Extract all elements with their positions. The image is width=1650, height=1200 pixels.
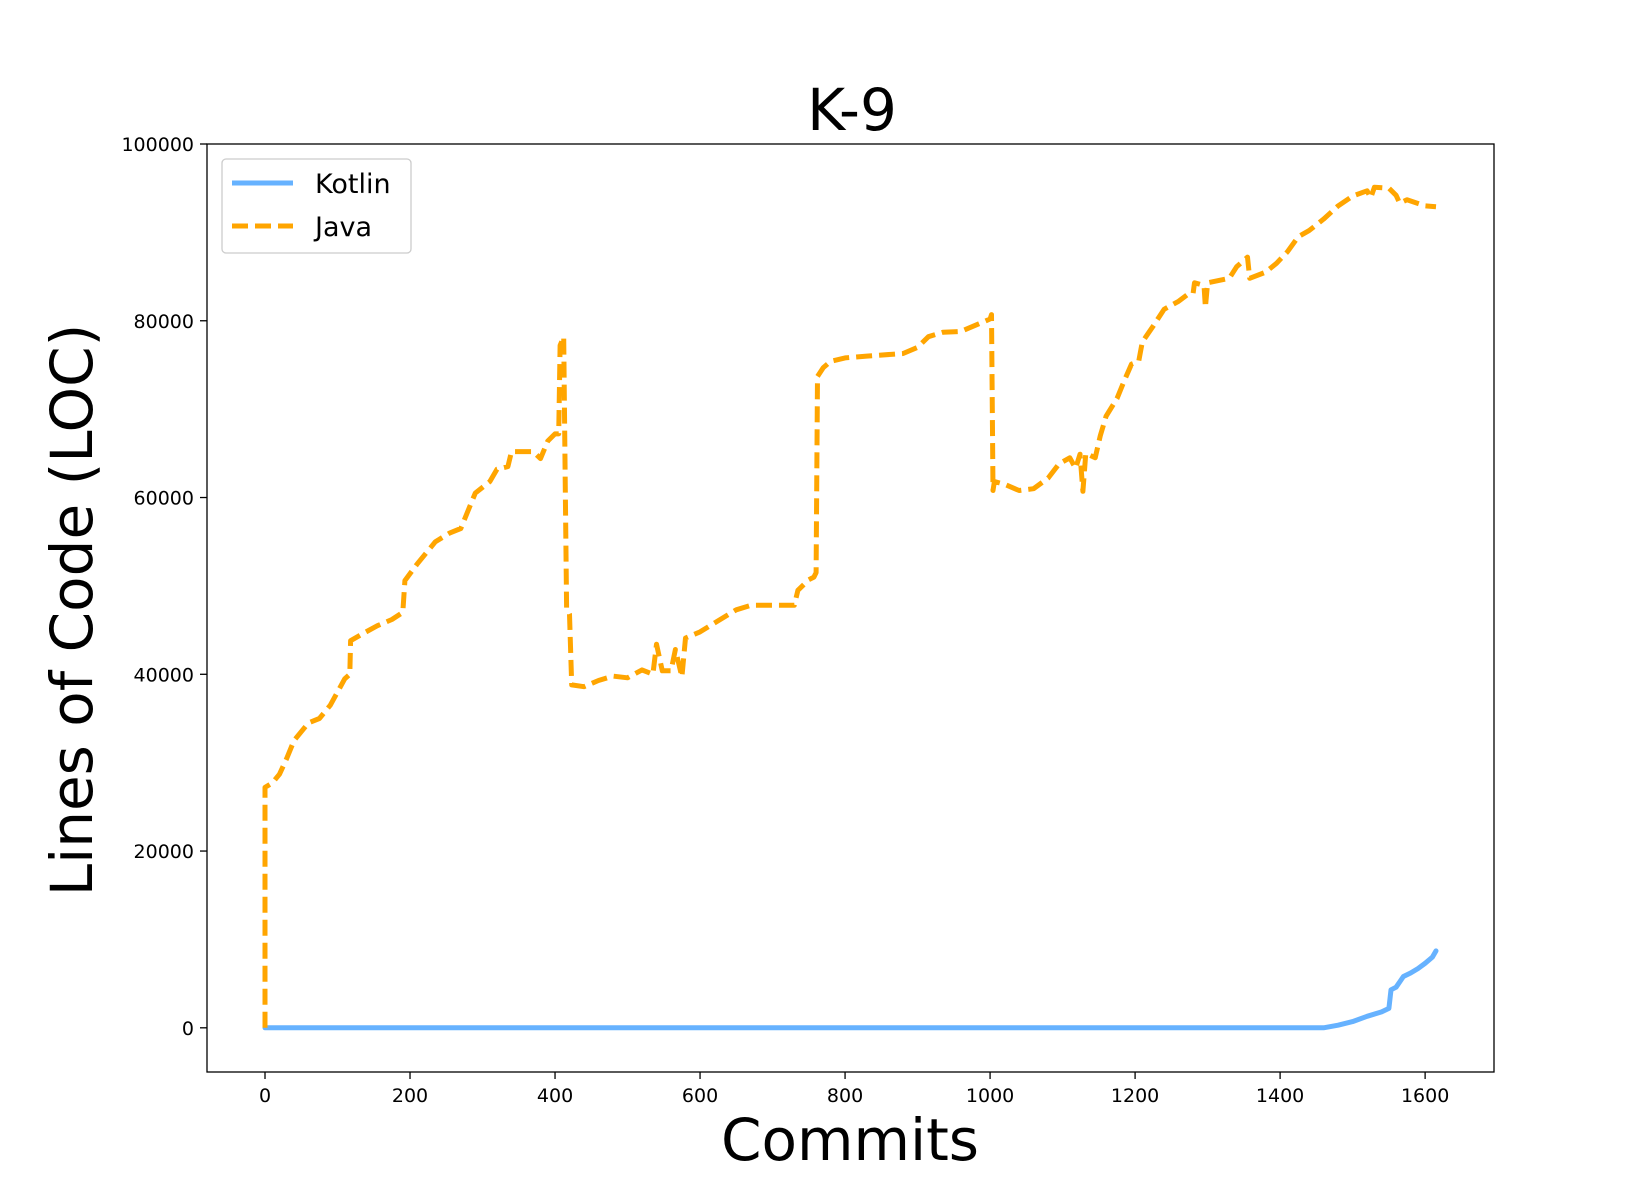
legend: Kotlin Java xyxy=(221,158,412,254)
x-tick-label: 1000 xyxy=(966,1085,1014,1107)
x-tick-label: 0 xyxy=(259,1085,271,1107)
x-tick-label: 1400 xyxy=(1256,1085,1304,1107)
x-tick-label: 800 xyxy=(827,1085,863,1107)
x-axis-label: Commits xyxy=(721,1106,979,1174)
y-tick-label: 20000 xyxy=(134,841,194,863)
chart-title: K-9 xyxy=(807,76,897,144)
x-axis: 0 200 400 600 800 1000 1200 1400 1600 xyxy=(259,1072,1449,1107)
x-tick-label: 400 xyxy=(537,1085,573,1107)
y-tick-label: 100000 xyxy=(121,134,194,156)
x-tick-label: 1200 xyxy=(1111,1085,1159,1107)
plot-frame xyxy=(206,143,1495,1073)
y-tick-label: 60000 xyxy=(134,488,194,510)
x-tick-label: 200 xyxy=(392,1085,428,1107)
series-line-java xyxy=(262,184,1437,1028)
x-tick-label: 1600 xyxy=(1401,1085,1449,1107)
series-layer xyxy=(262,184,1439,1031)
y-tick-label: 80000 xyxy=(134,311,194,333)
legend-kotlin-label: Kotlin xyxy=(315,169,391,200)
y-tick-label: 0 xyxy=(182,1018,194,1040)
series-line-kotlin xyxy=(262,948,1439,1031)
y-axis: 0 20000 40000 60000 80000 100000 xyxy=(121,134,207,1040)
x-tick-label: 600 xyxy=(682,1085,718,1107)
y-axis-label: Lines of Code (LOC) xyxy=(38,324,106,896)
y-tick-label: 40000 xyxy=(134,664,194,686)
legend-java-label: Java xyxy=(313,212,372,243)
